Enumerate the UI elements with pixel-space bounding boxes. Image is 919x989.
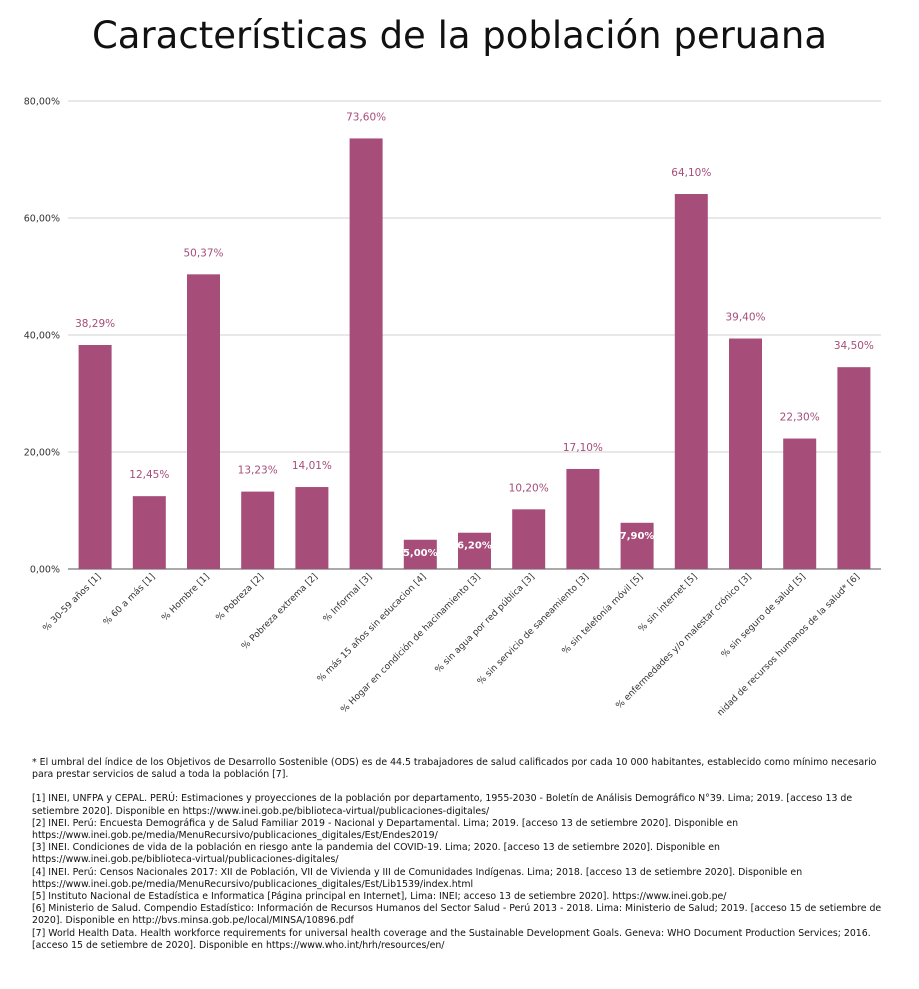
reference-item: [2] INEI. Perú: Encuesta Demográfica y d… [32,817,739,842]
footnote: * El umbral del índice de los Objetivos … [32,757,877,781]
x-tick-label: % sin agua por red pública [3] [434,572,537,675]
y-tick-label: 60,00% [24,214,60,225]
reference-item: [3] INEI. Condiciones de vida de la pobl… [32,842,720,866]
data-labels: 38,29% 12,45% 50,37% 13,23% 14,01% 73,60% 5,00… [75,111,874,558]
x-tick-label: % más 15 años sin educacion [4] [316,572,429,685]
bar [566,468,600,569]
bar [783,438,817,569]
bar-chart: 0,00% 20,00% 40,00% 60,00% 80,00% 38,29% 12,4… [24,97,881,718]
x-tick-label: % sin internet [5] [637,572,699,634]
bar [241,491,275,569]
reference-item: [6] Ministerio de Salud. Compendio Estad… [32,903,882,927]
bar [837,367,871,569]
bar [78,345,112,569]
data-label: 17,10% [563,442,603,454]
bar [187,274,220,569]
data-label: 22,30% [780,412,820,424]
data-label: 5,00% [403,548,438,559]
y-tick-label: 20,00% [24,448,60,459]
bars [78,138,871,569]
y-axis-tick-labels: 0,00% 20,00% 40,00% 60,00% 80,00% [24,97,60,576]
bar [512,509,546,569]
x-tick-label: % Hombre [1] [160,572,211,623]
data-label: 6,20% [457,541,492,552]
x-tick-label: % Pobreza [2] [214,572,265,623]
data-label: 50,37% [183,247,223,259]
reference-item: [4] INEI. Perú: Censos Nacionales 2017: … [32,866,803,890]
x-tick-label: % 60 a más [1] [102,572,158,628]
bar [674,194,708,569]
data-label: 38,29% [75,318,115,330]
data-label: 13,23% [238,465,278,477]
x-tick-label: % sin servicio de saneamiento [3] [476,572,591,687]
x-axis-tick-labels: % 30-59 años [1]% 60 a más [1]% Hombre [… [41,571,862,718]
data-label: 34,50% [834,340,874,352]
notes-section: * El umbral del índice de los Objetivos … [32,757,882,952]
data-label: 39,40% [725,312,765,324]
reference-item: [7] World Health Data. Health workforce … [32,927,871,951]
data-label: 10,20% [509,482,549,494]
data-label: 64,10% [671,167,711,179]
bar [132,496,166,569]
bar [295,487,329,569]
data-label: 12,45% [129,469,169,481]
reference-item: [5] Instituto Nacional de Estadística e … [32,891,727,903]
reference-list: [1] INEI, UNFPA y CEPAL. PERÚ: Estimacio… [32,793,882,952]
y-tick-label: 0,00% [30,565,60,576]
bar [349,138,383,569]
x-tick-label: % 30-59 años [1] [41,572,103,634]
x-tick-label: % Informal [3] [322,572,375,625]
bar [458,532,491,569]
bar [729,338,762,569]
bar [620,522,654,569]
y-tick-label: 80,00% [24,97,60,108]
y-tick-label: 40,00% [24,331,60,342]
chart-title: Características de la población peruana [91,14,828,57]
data-label: 7,90% [620,531,655,542]
data-label: 14,01% [292,460,332,472]
bar [403,539,437,569]
reference-item: [1] INEI, UNFPA y CEPAL. PERÚ: Estimacio… [32,793,853,817]
data-label: 73,60% [346,111,386,123]
